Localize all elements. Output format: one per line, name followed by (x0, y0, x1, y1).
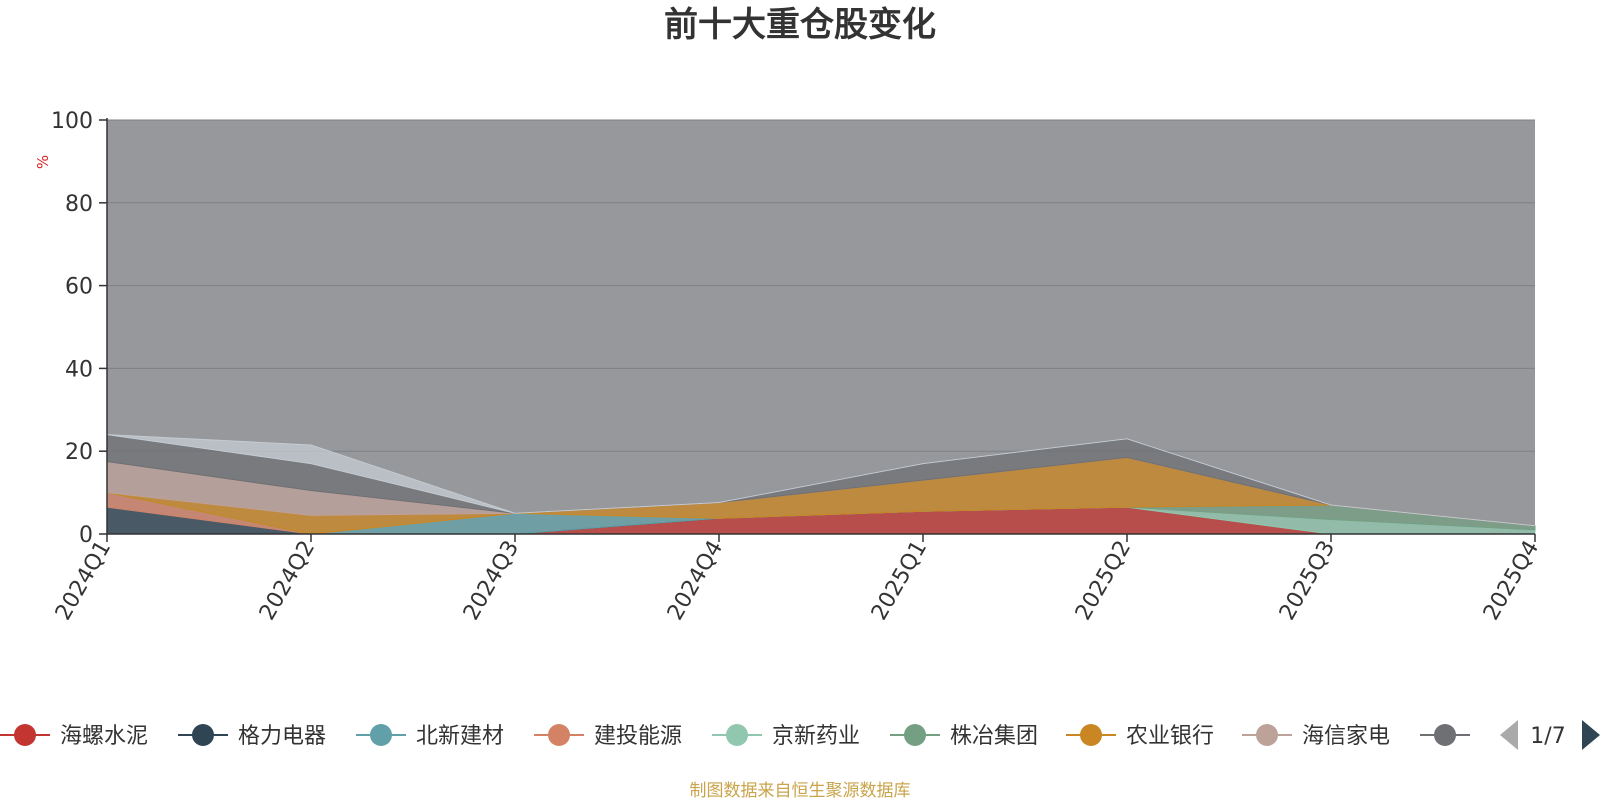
legend-item[interactable] (1420, 724, 1470, 746)
legend-next-button[interactable] (1582, 720, 1600, 750)
legend-label: 海螺水泥 (60, 724, 148, 749)
legend-item[interactable]: 格力电器 (178, 724, 326, 749)
legend-item[interactable]: 海螺水泥 (0, 724, 148, 749)
legend-prev-button[interactable] (1500, 720, 1518, 750)
data-source-note: 制图数据来自恒生聚源数据库 (690, 781, 911, 800)
legend-pager: 1/7 (1500, 720, 1600, 750)
x-tick-label: 2025Q2 (1071, 537, 1136, 625)
legend-item[interactable]: 农业银行 (1066, 724, 1214, 749)
y-tick-label: 100 (51, 109, 93, 134)
legend-label: 建投能源 (594, 724, 682, 749)
legend-label: 株冶集团 (950, 724, 1038, 749)
legend-marker (904, 724, 926, 746)
y-tick-label: 20 (65, 440, 93, 465)
y-tick-label: 40 (65, 357, 93, 382)
y-tick-label: 60 (65, 275, 93, 300)
legend-item[interactable]: 京新药业 (712, 724, 860, 749)
x-tick-label: 2025Q4 (1479, 537, 1544, 625)
legend-item[interactable]: 建投能源 (534, 724, 682, 749)
legend-marker (192, 724, 214, 746)
plot-area: 0 20 40 60 80 100 2024Q1 2024Q2 2024Q3 2024Q4 2025… (51, 109, 1544, 625)
legend-marker (1434, 724, 1456, 746)
legend-label: 格力电器 (238, 724, 326, 749)
y-axis-label: % (34, 155, 52, 169)
legend-item[interactable]: 海信家电 (1242, 724, 1390, 749)
legend-marker (548, 724, 570, 746)
grid-lines (107, 119, 1535, 452)
x-tick-label: 2024Q3 (459, 537, 524, 625)
legend-label: 北新建材 (416, 724, 504, 749)
legend-label: 农业银行 (1126, 724, 1214, 749)
y-tick-label: 0 (79, 523, 93, 548)
legend-marker (726, 724, 748, 746)
x-tick-label: 2024Q2 (255, 537, 320, 625)
legend-label: 海信家电 (1302, 724, 1390, 749)
area-series-9 (106, 434, 1536, 527)
x-tick-label: 2025Q3 (1275, 537, 1340, 625)
legend-marker (1256, 724, 1278, 746)
y-tick-label: 80 (65, 192, 93, 217)
x-tick-label: 2024Q4 (663, 537, 728, 625)
legend-marker (1080, 724, 1102, 746)
x-tick-label: 2024Q1 (51, 537, 116, 625)
legend-marker (14, 724, 36, 746)
legend-marker (370, 724, 392, 746)
legend-item[interactable]: 北新建材 (356, 724, 504, 749)
legend-page-indicator: 1/7 (1530, 724, 1565, 749)
legend-item[interactable]: 株冶集团 (890, 724, 1038, 749)
chart-title: 前十大重仓股变化 (664, 5, 936, 45)
x-tick-label: 2025Q1 (867, 537, 932, 625)
legend-label: 京新药业 (772, 724, 860, 749)
legend: 海螺水泥 格力电器 北新建材 建投能源 京新药业 株冶集团 农业银行 海信家电 (0, 724, 1470, 749)
